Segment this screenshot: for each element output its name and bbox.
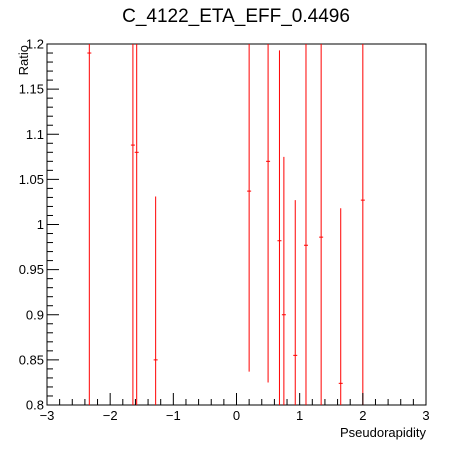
data-point <box>153 196 158 405</box>
data-point <box>266 44 271 383</box>
data-point <box>87 44 92 405</box>
data-point <box>360 44 365 405</box>
axis-layer: −3 −2 −1 0 1 2 3 0.8 0.85 0.9 0.95 1 1.05 1.1 1.15 1.2 <box>19 37 430 424</box>
y-tick-label: 0.8 <box>26 398 44 413</box>
y-tick-label: 0.95 <box>19 262 44 277</box>
y-tick-label: 1.2 <box>26 37 44 52</box>
y-tick-label: 1.05 <box>19 172 44 187</box>
data-point <box>319 44 324 405</box>
y-tick-label: 0.9 <box>26 307 44 322</box>
x-tick-label: −1 <box>166 408 181 423</box>
x-tick-label: −2 <box>103 408 118 423</box>
data-point <box>303 44 308 405</box>
data-point <box>130 44 135 405</box>
x-tick-label: 2 <box>359 408 366 423</box>
data-point <box>293 200 298 405</box>
data-point <box>134 44 139 405</box>
data-point <box>338 208 343 405</box>
y-tick-label: 1 <box>37 217 44 232</box>
y-axis-label: Ratio <box>16 45 31 75</box>
x-axis-label: Pseudorapidity <box>340 425 426 440</box>
data-point <box>247 44 252 372</box>
data-point <box>277 50 282 405</box>
data-layer <box>87 44 365 405</box>
x-tick-label: 1 <box>296 408 303 423</box>
y-tick-label: 1.15 <box>19 82 44 97</box>
y-tick-label: 1.1 <box>26 127 44 142</box>
plot-area: −3 −2 −1 0 1 2 3 0.8 0.85 0.9 0.95 1 1.05 1.1 1.15 1.2 <box>19 37 430 424</box>
x-tick-label: 0 <box>233 408 240 423</box>
x-tick-label: 3 <box>422 408 429 423</box>
x-tick-label: −3 <box>40 408 55 423</box>
data-point <box>281 156 286 405</box>
y-tick-label: 0.85 <box>19 352 44 367</box>
chart-title: C_4122_ETA_EFF_0.4496 <box>122 6 350 27</box>
